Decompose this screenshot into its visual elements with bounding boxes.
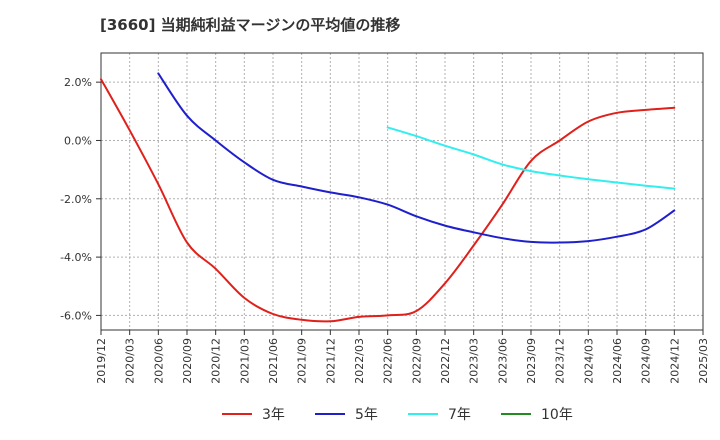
y-tick-label: 2.0% bbox=[64, 76, 92, 89]
legend-label-2: 5年 bbox=[355, 407, 378, 423]
y-tick-label: -4.0% bbox=[60, 251, 92, 264]
series-line-3 bbox=[386, 126, 676, 190]
legend-label-4: 10年 bbox=[541, 407, 573, 423]
legend-label-1: 3年 bbox=[262, 407, 285, 423]
x-tick-label: 2025/03 bbox=[697, 338, 710, 384]
y-tick-label: 0.0% bbox=[64, 134, 92, 147]
x-tick-label: 2020/03 bbox=[124, 338, 137, 384]
x-tick-label: 2022/09 bbox=[410, 338, 423, 384]
x-tick-label: 2021/12 bbox=[324, 338, 337, 384]
x-tick-label: 2023/12 bbox=[554, 338, 567, 384]
axes: 2.0% 0.0% -2.0% -4.0% -6.0% 2019/12 2020/03 202… bbox=[60, 52, 710, 384]
x-tick-label: 2023/03 bbox=[468, 338, 481, 384]
series-lines bbox=[100, 72, 676, 323]
x-tick-label: 2021/06 bbox=[267, 338, 280, 384]
series-line-2 bbox=[157, 72, 676, 244]
y-tick-label: -6.0% bbox=[60, 309, 92, 322]
x-tick-label: 2024/06 bbox=[611, 338, 624, 384]
x-tick-label: 2024/03 bbox=[582, 338, 595, 384]
legend: 3年 5年 7年 10年 bbox=[222, 407, 573, 423]
x-tick-label: 2021/03 bbox=[238, 338, 251, 384]
grid bbox=[101, 53, 703, 330]
chart-title: [3660] 当期純利益マージンの平均値の推移 bbox=[100, 16, 400, 34]
x-tick-label: 2023/06 bbox=[496, 338, 509, 384]
x-tick-label: 2022/06 bbox=[382, 338, 395, 384]
x-tick-label: 2023/09 bbox=[525, 338, 538, 384]
x-tick-label: 2024/09 bbox=[640, 338, 653, 384]
x-tick-label: 2020/06 bbox=[152, 338, 165, 384]
series-line-1 bbox=[100, 78, 676, 323]
x-tick-label: 2020/09 bbox=[181, 338, 194, 384]
legend-label-3: 7年 bbox=[448, 407, 471, 423]
plot-area-frame bbox=[100, 52, 704, 331]
x-tick-label: 2020/12 bbox=[210, 338, 223, 384]
y-tick-label: -2.0% bbox=[60, 193, 92, 206]
x-tick-label: 2019/12 bbox=[95, 338, 108, 384]
x-tick-label: 2024/12 bbox=[668, 338, 681, 384]
x-tick-label: 2022/12 bbox=[439, 338, 452, 384]
x-tick-label: 2022/03 bbox=[353, 338, 366, 384]
x-tick-label: 2021/09 bbox=[296, 338, 309, 384]
